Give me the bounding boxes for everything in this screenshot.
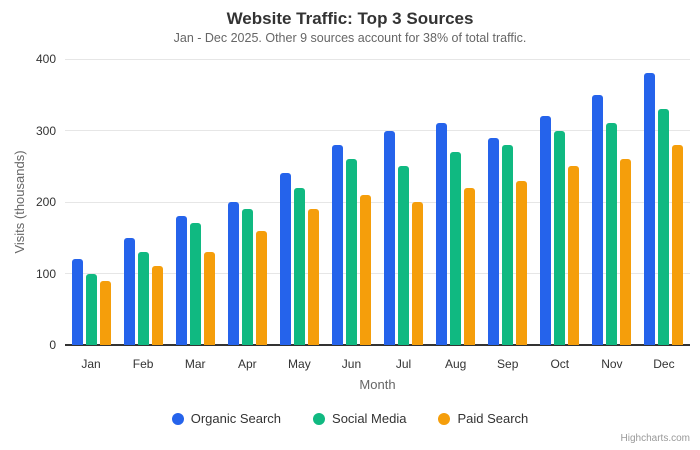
gridline-y-300 — [65, 130, 690, 131]
gridline-y-100 — [65, 273, 690, 274]
x-axis-line — [65, 344, 690, 346]
gridline-y-400 — [65, 58, 690, 60]
y-axis-tick-label: 0 — [49, 338, 56, 352]
y-axis-tick-label: 300 — [35, 123, 56, 138]
y-axis-tick-label: 200 — [35, 195, 56, 209]
x-axis-label-may: May — [288, 357, 311, 371]
plot-area — [65, 58, 690, 346]
legend-marker-icon — [313, 412, 326, 425]
bar-organic-search-mar[interactable] — [175, 216, 187, 345]
bar-organic-search-sep[interactable] — [488, 137, 500, 345]
bar-paid-search-feb[interactable] — [151, 266, 163, 345]
y-axis-tick-label: 100 — [35, 266, 56, 281]
bar-social-media-feb[interactable] — [137, 252, 149, 345]
x-axis-label-oct: Oct — [550, 357, 570, 371]
legend-item-paid-search[interactable]: Paid Search — [438, 411, 528, 426]
x-axis-label-apr: Apr — [237, 357, 257, 371]
chart-title: Website Traffic: Top 3 Sources — [226, 9, 474, 28]
legend-label: Organic Search — [190, 411, 282, 426]
x-axis-label-jul: Jul — [395, 357, 412, 371]
chart-subtitle: Jan - Dec 2025. Other 9 sources account … — [173, 31, 527, 45]
bar-paid-search-aug[interactable] — [464, 187, 476, 345]
bar-social-media-nov[interactable] — [606, 123, 618, 345]
x-axis-label-sep: Sep — [497, 357, 519, 371]
bar-paid-search-apr[interactable] — [255, 230, 267, 345]
bar-paid-search-jun[interactable] — [359, 194, 371, 345]
y-axis-tick-label: 400 — [35, 52, 56, 66]
bar-social-media-oct[interactable] — [554, 130, 566, 345]
x-axis-label-aug: Aug — [444, 357, 467, 371]
bar-social-media-jan[interactable] — [85, 273, 97, 345]
x-axis-label-jun: Jun — [341, 357, 362, 371]
bar-organic-search-jan[interactable] — [71, 259, 83, 345]
legend-item-social-media[interactable]: Social Media — [313, 411, 406, 426]
bar-social-media-apr[interactable] — [241, 209, 253, 345]
legend: Organic Search Social Media Paid Search — [0, 411, 700, 426]
bar-social-media-sep[interactable] — [502, 144, 514, 345]
legend-label: Social Media — [332, 411, 407, 426]
bar-paid-search-jan[interactable] — [99, 280, 111, 345]
bar-organic-search-nov[interactable] — [592, 94, 604, 345]
legend-label: Paid Search — [457, 411, 529, 426]
x-axis-title: Month — [359, 377, 396, 392]
legend-item-organic-search[interactable]: Organic Search — [171, 411, 282, 426]
bar-social-media-jun[interactable] — [345, 159, 357, 345]
bar-organic-search-oct[interactable] — [540, 116, 552, 345]
bar-paid-search-jul[interactable] — [412, 202, 424, 345]
x-axis-label-nov: Nov — [601, 357, 623, 371]
bar-social-media-jul[interactable] — [398, 166, 410, 345]
bar-organic-search-may[interactable] — [279, 173, 291, 345]
bar-paid-search-may[interactable] — [307, 209, 319, 345]
bar-social-media-dec[interactable] — [658, 109, 670, 345]
x-axis-label-mar: Mar — [184, 357, 206, 371]
legend-marker-icon — [438, 412, 451, 425]
bar-organic-search-jul[interactable] — [384, 130, 396, 345]
bar-paid-search-dec[interactable] — [672, 144, 684, 345]
bar-social-media-mar[interactable] — [189, 223, 201, 345]
bar-organic-search-feb[interactable] — [123, 237, 135, 345]
x-axis-label-feb: Feb — [132, 357, 154, 371]
x-axis-label-jan: Jan — [81, 357, 101, 371]
legend-marker-icon — [171, 412, 184, 425]
bar-organic-search-apr[interactable] — [227, 202, 239, 345]
bar-social-media-may[interactable] — [293, 187, 305, 345]
bar-organic-search-dec[interactable] — [644, 73, 656, 345]
bar-paid-search-nov[interactable] — [620, 159, 632, 345]
bar-paid-search-oct[interactable] — [568, 166, 580, 345]
bar-organic-search-jun[interactable] — [331, 144, 343, 345]
x-axis-label-dec: Dec — [653, 357, 675, 371]
bar-organic-search-aug[interactable] — [436, 123, 448, 345]
bar-paid-search-mar[interactable] — [203, 252, 215, 345]
bar-paid-search-sep[interactable] — [516, 180, 528, 345]
gridline-y-200 — [65, 201, 690, 203]
highcharts-credit-link[interactable]: Highcharts.com — [620, 433, 690, 444]
bar-social-media-aug[interactable] — [450, 151, 462, 345]
